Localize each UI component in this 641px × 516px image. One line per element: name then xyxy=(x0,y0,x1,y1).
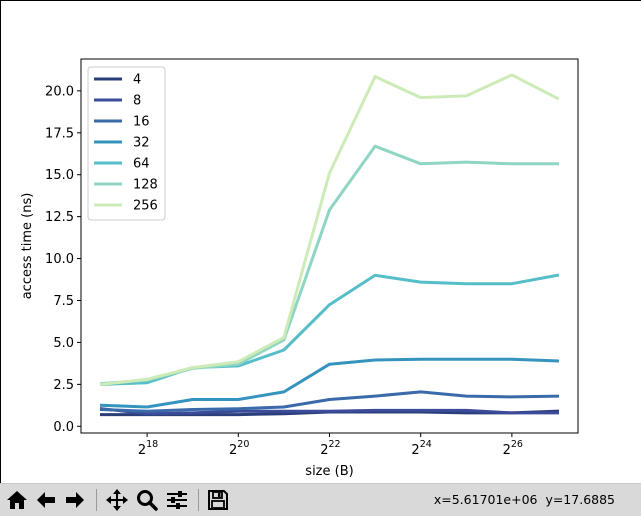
y-tick-label: 7.5 xyxy=(53,294,74,309)
magnifier-icon xyxy=(137,490,158,511)
toolbar-separator xyxy=(96,489,97,511)
plot-axes: 0.02.55.07.510.012.515.017.520.02 18 2 20 2 2… xyxy=(20,58,579,479)
zoom-button[interactable] xyxy=(134,487,160,513)
forward-button[interactable] xyxy=(62,487,88,513)
y-tick-label: 5.0 xyxy=(53,336,74,351)
pan-button[interactable] xyxy=(104,487,130,513)
y-tick-label: 12.5 xyxy=(45,210,74,225)
legend-label-64: 64 xyxy=(133,157,150,172)
legend-label-32: 32 xyxy=(133,136,150,151)
figure-canvas: 0.02.55.07.510.012.515.017.520.02 18 2 20 2 2… xyxy=(1,1,641,484)
y-tick-label: 20.0 xyxy=(45,84,74,99)
x-tick-label-exponent: 24 xyxy=(420,439,432,450)
arrow-left-icon xyxy=(37,492,55,508)
x-tick-label-exponent: 26 xyxy=(511,439,523,450)
y-tick-label: 2.5 xyxy=(53,378,74,393)
cursor-coordinates: x=5.61701e+06 y=17.6885 xyxy=(433,492,615,507)
home-icon xyxy=(7,491,27,509)
x-tick-label: 2 xyxy=(138,443,146,458)
legend-box xyxy=(87,66,166,221)
x-axis-label: size (B) xyxy=(305,464,353,479)
legend-label-8: 8 xyxy=(133,94,141,109)
configure-subplots-button[interactable] xyxy=(164,487,190,513)
x-tick-label: 2 xyxy=(411,443,419,458)
x-tick-label: 2 xyxy=(229,443,237,458)
toolbar-separator xyxy=(198,489,199,511)
y-tick-label: 10.0 xyxy=(45,252,74,267)
legend-label-256: 256 xyxy=(133,199,158,214)
x-tick-label-exponent: 18 xyxy=(146,439,158,450)
legend-label-16: 16 xyxy=(133,115,150,130)
move-icon xyxy=(106,489,128,511)
y-tick-label: 15.0 xyxy=(45,168,74,183)
y-tick-label: 17.5 xyxy=(45,126,74,141)
navigation-toolbar: x=5.61701e+06 y=17.6885 xyxy=(0,483,641,516)
floppy-icon xyxy=(208,490,228,510)
x-tick-label-exponent: 22 xyxy=(329,439,341,450)
back-button[interactable] xyxy=(33,487,59,513)
save-button[interactable] xyxy=(205,487,231,513)
home-button[interactable] xyxy=(4,487,30,513)
plot-frame xyxy=(80,58,579,434)
series-line-32 xyxy=(99,357,560,409)
series-line-16 xyxy=(99,390,560,413)
arrow-right-icon xyxy=(66,492,84,508)
series-line-256 xyxy=(99,73,560,387)
x-tick-label: 2 xyxy=(320,443,328,458)
series-line-8 xyxy=(99,407,559,416)
legend-label-128: 128 xyxy=(133,178,158,193)
y-tick-label: 0.0 xyxy=(53,420,74,435)
legend-label-4: 4 xyxy=(133,73,141,88)
sliders-icon xyxy=(167,491,187,509)
y-axis-label: access time (ns) xyxy=(20,193,35,300)
x-tick-label-exponent: 20 xyxy=(237,439,249,450)
x-tick-label: 2 xyxy=(503,443,511,458)
